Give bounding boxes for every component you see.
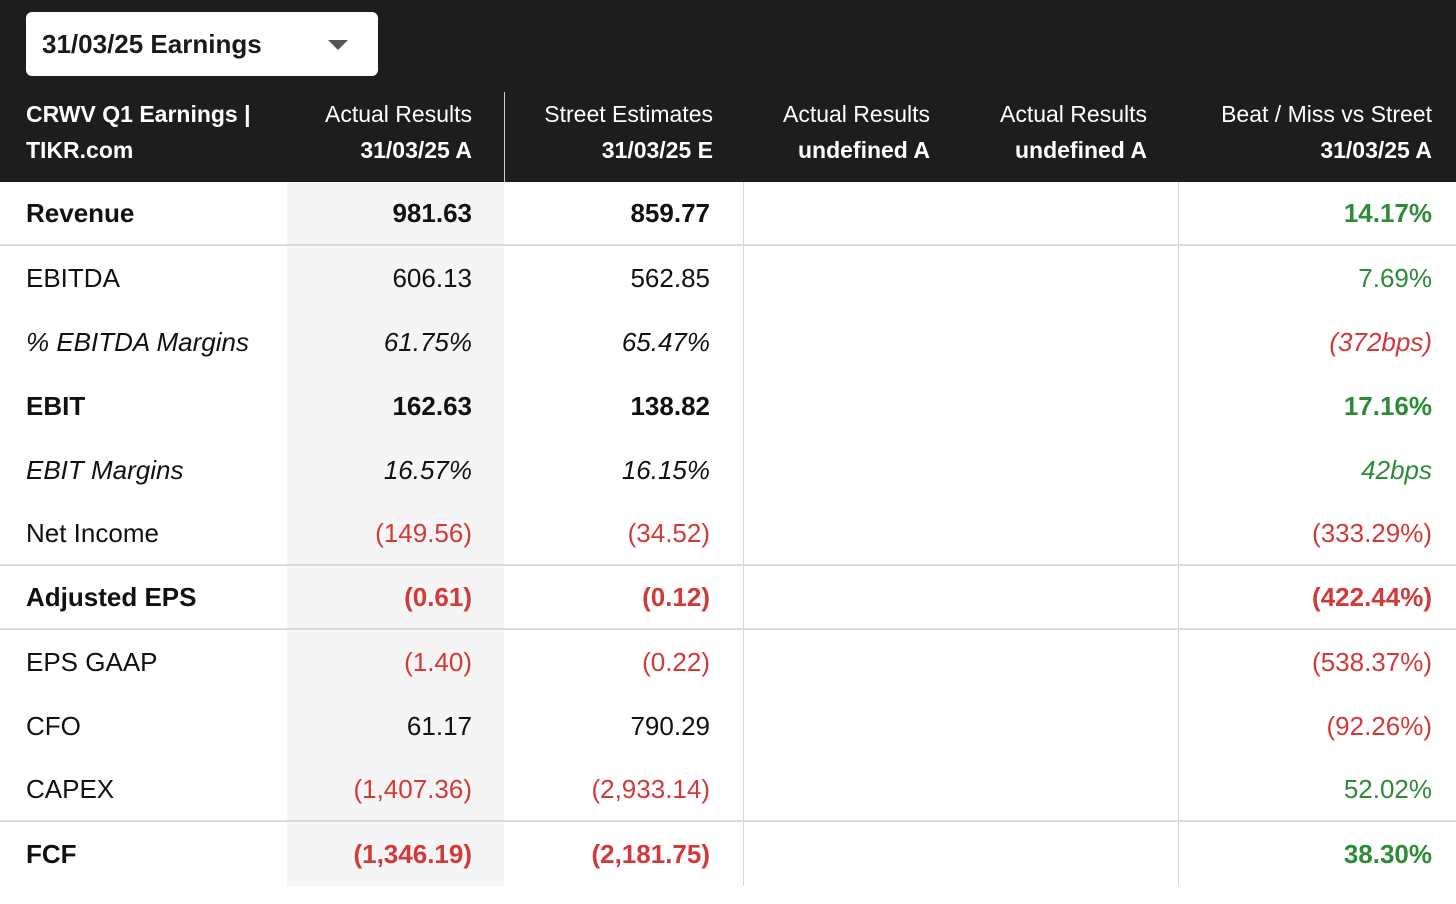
row-label: EPS GAAP (26, 647, 158, 677)
column-header-line1: Actual Results (324, 101, 472, 127)
beat-miss-value: 14.17% (1343, 198, 1432, 228)
actual-value: (149.56) (375, 518, 472, 548)
column-header-line2: 31/03/25 E (601, 137, 713, 163)
estimate-value: 65.47% (621, 327, 710, 357)
estimate-value: 138.82 (630, 391, 710, 421)
column-header-line1: Beat / Miss vs Street (1221, 101, 1432, 127)
beat-miss-value: (333.29%) (1312, 518, 1432, 548)
table-row-revenue: Revenue 981.63 859.77 14.17% (0, 193, 1456, 233)
column-header-line2: undefined A (1014, 137, 1147, 163)
row-label: CAPEX (26, 774, 115, 804)
beat-miss-value: (92.26%) (1326, 711, 1433, 741)
estimate-value: (2,181.75) (591, 839, 710, 869)
beat-miss-value: 52.02% (1343, 774, 1432, 804)
column-header-line1: Street Estimates (544, 101, 713, 127)
column-header-line2: 31/03/25 A (1320, 137, 1432, 163)
row-divider (0, 820, 1456, 822)
row-label: Adjusted EPS (26, 582, 197, 612)
column-header-actual-undefined-2: Actual Results undefined A (1000, 96, 1147, 168)
header-divider (504, 92, 505, 182)
actual-value: 606.13 (392, 263, 472, 293)
actual-value: 981.63 (392, 198, 472, 228)
actual-value: (1,407.36) (353, 774, 472, 804)
table-row-adjusted-eps: Adjusted EPS (0.61) (0.12) (422.44%) (0, 577, 1456, 617)
row-label: Revenue (26, 198, 135, 228)
table-title-line1: CRWV Q1 Earnings | (26, 101, 251, 127)
table-row-eps-gaap: EPS GAAP (1.40) (0.22) (538.37%) (0, 642, 1456, 682)
estimate-value: (0.22) (642, 647, 710, 677)
beat-miss-value: (372bps) (1329, 327, 1432, 357)
column-divider (1178, 182, 1179, 886)
row-label: CFO (26, 711, 81, 741)
row-label: EBITDA (26, 263, 120, 293)
earnings-period-selected: 31/03/25 Earnings (42, 28, 262, 59)
table-row-ebitda-margins: % EBITDA Margins 61.75% 65.47% (372bps) (0, 322, 1456, 362)
actual-value: (1.40) (404, 647, 472, 677)
table-row-ebit-margins: EBIT Margins 16.57% 16.15% 42bps (0, 450, 1456, 490)
estimate-value: 16.15% (621, 455, 710, 485)
column-header-actual-undefined-1: Actual Results undefined A (783, 96, 930, 168)
table-row-ebitda: EBITDA 606.13 562.85 7.69% (0, 258, 1456, 298)
table-row-capex: CAPEX (1,407.36) (2,933.14) 52.02% (0, 769, 1456, 809)
row-label: % EBITDA Margins (26, 327, 249, 357)
beat-miss-value: 7.69% (1358, 263, 1432, 293)
table-title-line2: TIKR.com (26, 137, 134, 163)
table-row-ebit: EBIT 162.63 138.82 17.16% (0, 386, 1456, 426)
row-label: Net Income (26, 518, 159, 548)
column-header-estimate: Street Estimates 31/03/25 E (544, 96, 713, 168)
estimate-value: 562.85 (630, 263, 710, 293)
column-header-line2: undefined A (797, 137, 930, 163)
column-divider (743, 182, 744, 886)
table-row-fcf: FCF (1,346.19) (2,181.75) 38.30% (0, 834, 1456, 874)
row-label: EBIT Margins (26, 455, 184, 485)
actual-value: 61.17 (406, 711, 472, 741)
beat-miss-value: (538.37%) (1312, 647, 1432, 677)
row-divider (0, 564, 1456, 566)
actual-column-highlight (287, 182, 504, 886)
beat-miss-value: (422.44%) (1312, 582, 1432, 612)
estimate-value: (34.52) (627, 518, 710, 548)
table-title: CRWV Q1 Earnings | TIKR.com (26, 96, 251, 168)
column-header-line1: Actual Results (999, 101, 1147, 127)
column-header-beat-miss: Beat / Miss vs Street 31/03/25 A (1221, 96, 1432, 168)
estimate-value: (0.12) (642, 582, 710, 612)
chevron-down-icon[interactable] (328, 40, 348, 50)
actual-value: 162.63 (392, 391, 472, 421)
actual-value: 61.75% (383, 327, 472, 357)
beat-miss-value: 17.16% (1343, 391, 1432, 421)
row-label: EBIT (26, 391, 86, 421)
estimate-value: 859.77 (630, 198, 710, 228)
estimate-value: 790.29 (630, 711, 710, 741)
beat-miss-value: 38.30% (1343, 839, 1432, 869)
table-row-cfo: CFO 61.17 790.29 (92.26%) (0, 706, 1456, 746)
row-label: FCF (26, 839, 77, 869)
actual-value: (0.61) (404, 582, 472, 612)
table-row-net-income: Net Income (149.56) (34.52) (333.29%) (0, 513, 1456, 553)
column-header-line2: 31/03/25 A (360, 137, 472, 163)
actual-value: 16.57% (383, 455, 472, 485)
earnings-period-dropdown[interactable]: 31/03/25 Earnings (26, 12, 378, 76)
row-divider (0, 628, 1456, 630)
actual-value: (1,346.19) (353, 839, 472, 869)
column-header-line1: Actual Results (782, 101, 930, 127)
column-header-actual: Actual Results 31/03/25 A (325, 96, 472, 168)
estimate-value: (2,933.14) (591, 774, 710, 804)
row-divider (0, 244, 1456, 246)
beat-miss-value: 42bps (1361, 455, 1432, 485)
